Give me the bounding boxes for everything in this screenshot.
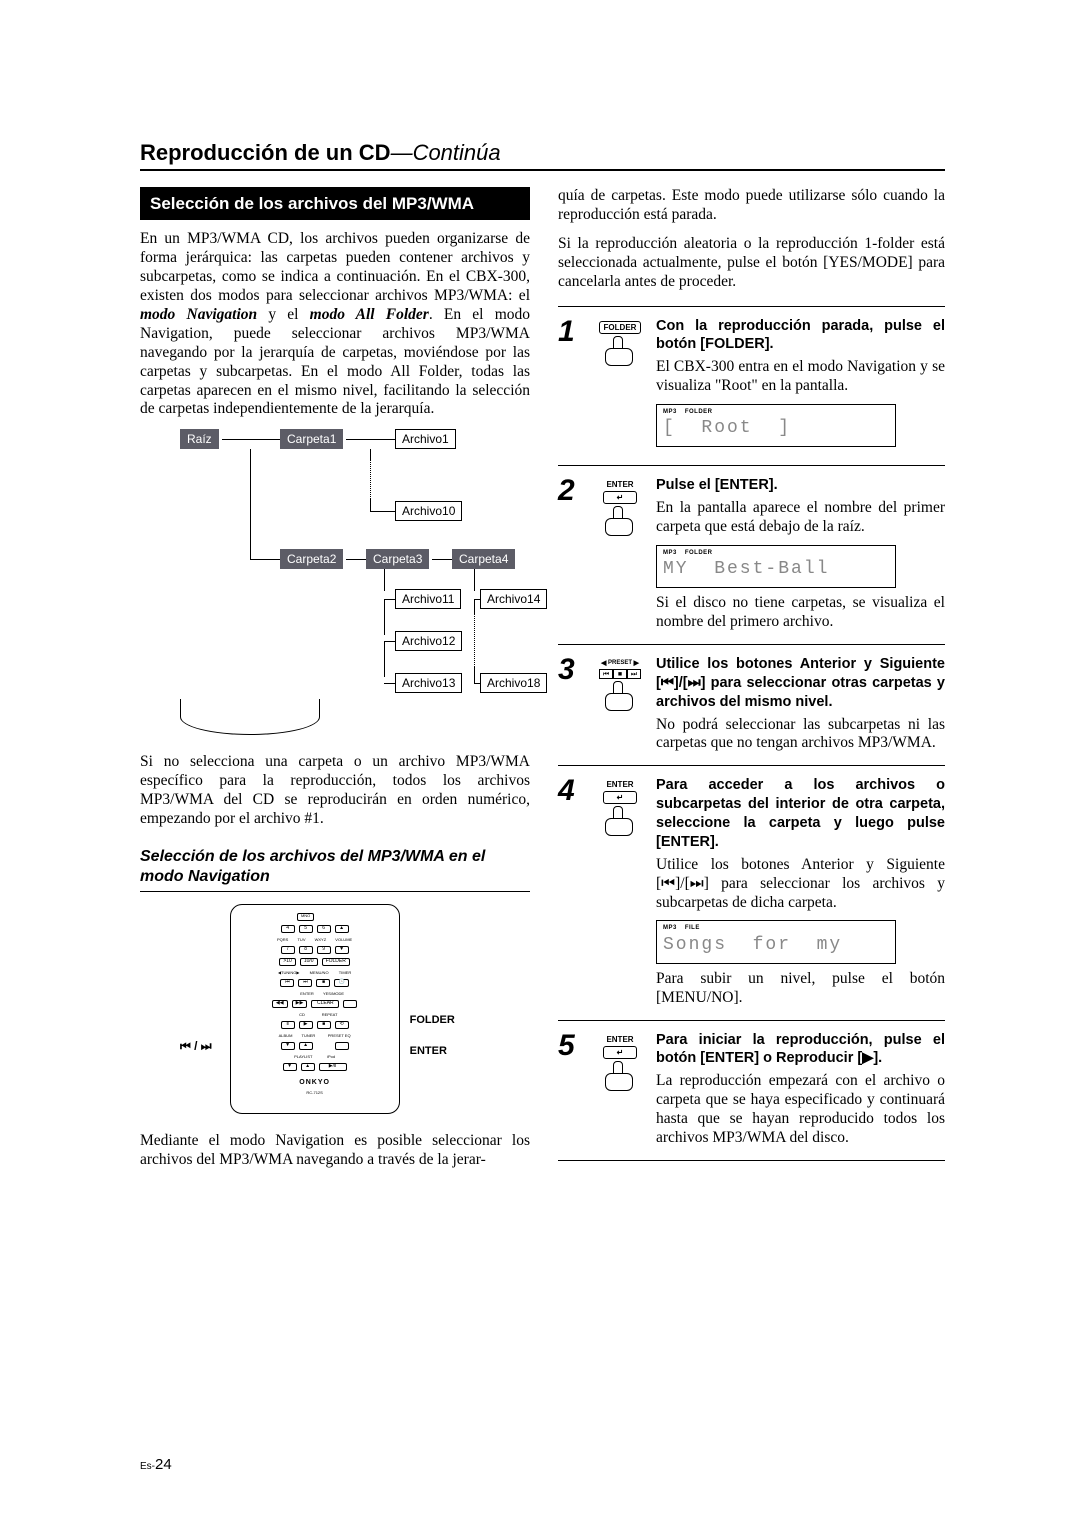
page-title: Reproducción de un CD—Continúa: [140, 140, 945, 171]
step-icon: ENTER ↵: [594, 480, 646, 632]
step-bold: Pulse el [ENTER].: [656, 476, 945, 495]
node-a1: Archivo1: [395, 429, 456, 449]
step-bold: Para acceder a los archivos o subcarpeta…: [656, 776, 945, 851]
right-top-1: quía de carpetas. Este modo puede utiliz…: [558, 187, 945, 225]
step-text: Con la reproducción parada, pulse el bot…: [656, 317, 945, 454]
step-after: Si el disco no tiene carpetas, se visual…: [656, 594, 945, 632]
step-3: 3◀ PRESET ▶⏮■⏭Utilice los botones Anteri…: [558, 644, 945, 765]
step-icon: ENTER ↵: [594, 780, 646, 1007]
step-body: En la pantalla aparece el nombre del pri…: [656, 499, 945, 537]
step-text: Utilice los botones Anterior y Siguiente…: [656, 655, 945, 753]
page-number: Es-24: [140, 1456, 172, 1473]
right-top-2: Si la reproducción aleatoria o la reprod…: [558, 235, 945, 292]
step-number: 4: [558, 776, 584, 1007]
step-text: Para acceder a los archivos o subcarpeta…: [656, 776, 945, 1007]
remote-side-labels: FOLDER ENTER: [410, 1015, 455, 1057]
step-text: Pulse el [ENTER]. En la pantalla aparece …: [656, 476, 945, 632]
node-a13: Archivo13: [395, 673, 462, 693]
node-a18: Archivo18: [480, 673, 547, 693]
step-icon: FOLDER: [594, 321, 646, 454]
title-italic: —Continúa: [391, 140, 501, 165]
step-body: Utilice los botones Anterior y Siguiente…: [656, 856, 945, 913]
step-5: 5ENTER ↵ Para iniciar la reproducción, p…: [558, 1020, 945, 1160]
step-number: 5: [558, 1031, 584, 1148]
columns: Selección de los archivos del MP3/WMA En…: [140, 187, 945, 1180]
remote-control: .MNO.. 456▲ PQRS TUV WXYZ VOLUME 789▼ >1…: [230, 904, 400, 1114]
step-2: 2ENTER ↵ Pulse el [ENTER]. En la pantalla…: [558, 465, 945, 644]
intro-paragraph: En un MP3/WMA CD, los archivos pueden or…: [140, 230, 530, 419]
node-c3: Carpeta3: [366, 549, 429, 569]
node-a11: Archivo11: [395, 589, 461, 609]
section-heading: Selección de los archivos del MP3/WMA: [140, 187, 530, 220]
step-number: 2: [558, 476, 584, 632]
folder-hierarchy-diagram: Raíz Carpeta1 Archivo1 Archivo10 Carpeta…: [140, 429, 530, 739]
prev-next-label: ⏮ / ⏭: [180, 1039, 212, 1054]
node-c2: Carpeta2: [280, 549, 343, 569]
nav-paragraph: Mediante el modo Navigation es posible s…: [140, 1132, 530, 1170]
lcd-display: MP3FOLDERMY Best-Ball: [656, 545, 896, 588]
remote-diagram: ⏮ / ⏭ .MNO.. 456▲ PQRS TUV WXYZ VOLUME 7…: [180, 904, 530, 1114]
subheading-navigation: Selección de los archivos del MP3/WMA en…: [140, 847, 530, 892]
after-hier-paragraph: Si no selecciona una carpeta o un archiv…: [140, 753, 530, 829]
step-number: 3: [558, 655, 584, 753]
step-bold: Para iniciar la reproducción, pulse el b…: [656, 1031, 945, 1069]
arc: [180, 699, 320, 735]
right-column: quía de carpetas. Este modo puede utiliz…: [558, 187, 945, 1180]
step-bold: Utilice los botones Anterior y Siguiente…: [656, 655, 945, 712]
step-after: Para subir un nivel, pulse el botón [MEN…: [656, 970, 945, 1008]
node-c1: Carpeta1: [280, 429, 343, 449]
step-4: 4ENTER ↵ Para acceder a los archivos o s…: [558, 765, 945, 1019]
step-icon: ENTER ↵: [594, 1035, 646, 1148]
step-bold: Con la reproducción parada, pulse el bot…: [656, 317, 945, 355]
node-c4: Carpeta4: [452, 549, 515, 569]
lcd-display: MP3FOLDER[ Root ]: [656, 404, 896, 447]
remote-logo: ONKYO: [241, 1079, 389, 1086]
node-a14: Archivo14: [480, 589, 547, 609]
step-body: No podrá seleccionar las subcarpetas ni …: [656, 716, 945, 754]
node-a10: Archivo10: [395, 501, 462, 521]
left-column: Selección de los archivos del MP3/WMA En…: [140, 187, 530, 1180]
steps-list: 1FOLDER Con la reproducción parada, pulse…: [558, 306, 945, 1161]
step-number: 1: [558, 317, 584, 454]
node-root: Raíz: [180, 429, 219, 449]
step-body: El CBX-300 entra en el modo Navigation y…: [656, 358, 945, 396]
step-body: La reproducción empezará con el archivo …: [656, 1072, 945, 1148]
title-strong: Reproducción de un CD: [140, 140, 391, 165]
step-icon: ◀ PRESET ▶⏮■⏭: [594, 659, 646, 753]
node-a12: Archivo12: [395, 631, 462, 651]
lcd-display: MP3FILESongs for my: [656, 920, 896, 963]
step-1: 1FOLDER Con la reproducción parada, pulse…: [558, 306, 945, 466]
step-text: Para iniciar la reproducción, pulse el b…: [656, 1031, 945, 1148]
